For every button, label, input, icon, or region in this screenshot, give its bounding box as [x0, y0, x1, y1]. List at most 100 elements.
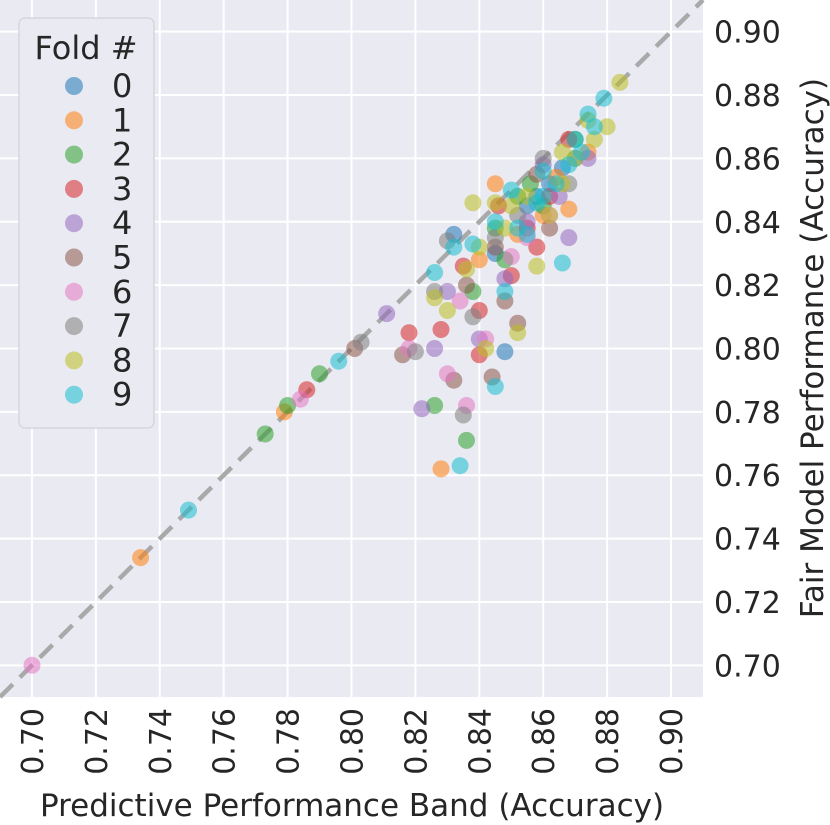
- scatter-point-fold-9: [445, 238, 463, 256]
- y-tick-label: 0.74: [714, 523, 781, 558]
- scatter-point-fold-4: [496, 270, 514, 288]
- scatter-point-fold-2: [311, 365, 328, 383]
- scatter-point-fold-1: [132, 549, 150, 567]
- y-tick-labels: 0.70 0.72 0.74 0.76 0.78 0.80 0.82 0.84 0.86 0.88…: [714, 16, 781, 685]
- y-tick-label: 0.78: [714, 396, 781, 431]
- scatter-point-fold-7: [406, 343, 424, 361]
- scatter-point-fold-1: [560, 200, 578, 218]
- scatter-point-fold-2: [458, 431, 475, 449]
- x-tick-label: 0.80: [336, 708, 371, 775]
- scatter-point-fold-3: [400, 324, 418, 342]
- scatter-point-fold-9: [560, 156, 578, 174]
- scatter-point-fold-8: [611, 73, 629, 91]
- legend-label-fold-7: 7: [112, 307, 132, 345]
- legend-marker-fold-3: [65, 179, 83, 198]
- scatter-point-fold-9: [547, 175, 565, 193]
- legend-label-fold-8: 8: [112, 341, 132, 379]
- legend-label-fold-5: 5: [112, 239, 132, 277]
- y-tick-label: 0.88: [714, 79, 781, 114]
- y-tick-label: 0.80: [714, 333, 781, 368]
- scatter-point-fold-9: [528, 194, 546, 212]
- scatter-point-fold-6: [23, 656, 41, 674]
- data-points: [23, 73, 629, 674]
- scatter-point-fold-7: [464, 308, 482, 326]
- scatter-point-fold-4: [413, 400, 431, 418]
- scatter-point-fold-8: [598, 118, 616, 136]
- legend-label-fold-6: 6: [112, 273, 132, 311]
- scatter-point-fold-9: [579, 105, 597, 123]
- scatter-point-fold-9: [426, 264, 444, 281]
- legend-marker-fold-4: [65, 214, 83, 233]
- scatter-point-fold-9: [585, 118, 603, 136]
- scatter-point-fold-9: [486, 213, 504, 231]
- scatter-point-fold-9: [573, 143, 591, 161]
- y-tick-label: 0.70: [714, 649, 781, 684]
- y-axis-label: Fair Model Performance (Accuracy): [795, 78, 830, 618]
- scatter-point-fold-9: [180, 501, 197, 519]
- scatter-point-fold-9: [553, 254, 571, 272]
- scatter-point-fold-3: [432, 321, 450, 338]
- y-tick-label: 0.84: [714, 206, 781, 241]
- legend-box: [18, 17, 155, 429]
- y-tick-label: 0.86: [714, 142, 781, 177]
- scatter-point-fold-8: [486, 194, 504, 212]
- x-tick-label: 0.84: [463, 708, 498, 775]
- scatter-point-fold-9: [330, 352, 348, 370]
- x-tick-label: 0.90: [655, 708, 690, 775]
- scatter-point-fold-1: [432, 460, 450, 478]
- y-tick-label: 0.82: [714, 269, 781, 304]
- scatter-point-fold-5: [458, 276, 475, 294]
- legend-marker-fold-2: [65, 145, 83, 164]
- y-tick-label: 0.90: [714, 16, 781, 51]
- scatter-point-fold-9: [534, 162, 552, 180]
- scatter-point-fold-8: [541, 206, 559, 224]
- scatter-point-fold-2: [279, 397, 297, 414]
- legend-marker-fold-7: [65, 317, 83, 336]
- scatter-point-fold-9: [566, 130, 584, 148]
- legend-label-fold-2: 2: [112, 136, 132, 174]
- x-tick-label: 0.70: [16, 708, 51, 775]
- scatter-point-fold-4: [438, 283, 456, 300]
- legend-label-fold-4: 4: [112, 204, 132, 242]
- scatter-point-fold-8: [477, 340, 495, 357]
- legend-marker-fold-1: [65, 111, 83, 130]
- scatter-point-fold-0: [496, 343, 514, 361]
- scatter-point-fold-9: [595, 89, 613, 107]
- legend-marker-fold-6: [65, 282, 83, 301]
- scatter-point-fold-9: [509, 219, 527, 237]
- scatter-point-fold-9: [464, 235, 482, 253]
- scatter-point-fold-9: [496, 283, 514, 300]
- scatter-point-fold-1: [470, 251, 488, 269]
- scatter-point-fold-8: [509, 324, 527, 342]
- x-tick-label: 0.72: [80, 708, 115, 775]
- scatter-point-fold-9: [502, 181, 520, 199]
- scatter-point-fold-4: [378, 305, 396, 323]
- scatter-point-fold-6: [438, 365, 456, 383]
- y-tick-label: 0.76: [714, 459, 781, 494]
- x-tick-labels: 0.70 0.72 0.74 0.76 0.78 0.80 0.82 0.84 0.86 0.88…: [16, 708, 690, 775]
- scatter-point-fold-1: [486, 175, 504, 193]
- x-tick-label: 0.88: [591, 708, 626, 775]
- legend-label-fold-3: 3: [112, 170, 132, 208]
- scatter-point-fold-6: [451, 292, 469, 310]
- legend-marker-fold-8: [65, 351, 83, 370]
- scatter-point-fold-7: [352, 333, 370, 351]
- scatter-point-fold-6: [291, 390, 309, 408]
- legend-marker-fold-5: [65, 248, 83, 267]
- scatter-point-fold-8: [458, 260, 475, 278]
- x-axis-label: Predictive Performance Band (Accuracy): [40, 788, 664, 824]
- scatter-point-fold-8: [502, 197, 520, 215]
- x-tick-label: 0.74: [144, 708, 179, 775]
- scatter-point-fold-8: [585, 130, 603, 148]
- scatter-point-fold-8: [426, 289, 444, 307]
- scatter-point-fold-6: [502, 248, 520, 266]
- scatter-point-fold-8: [464, 194, 482, 212]
- legend-marker-fold-0: [65, 77, 83, 95]
- scatter-point-fold-4: [426, 340, 444, 357]
- x-tick-label: 0.78: [272, 708, 307, 775]
- y-tick-label: 0.72: [714, 586, 781, 621]
- x-tick-label: 0.86: [527, 708, 562, 775]
